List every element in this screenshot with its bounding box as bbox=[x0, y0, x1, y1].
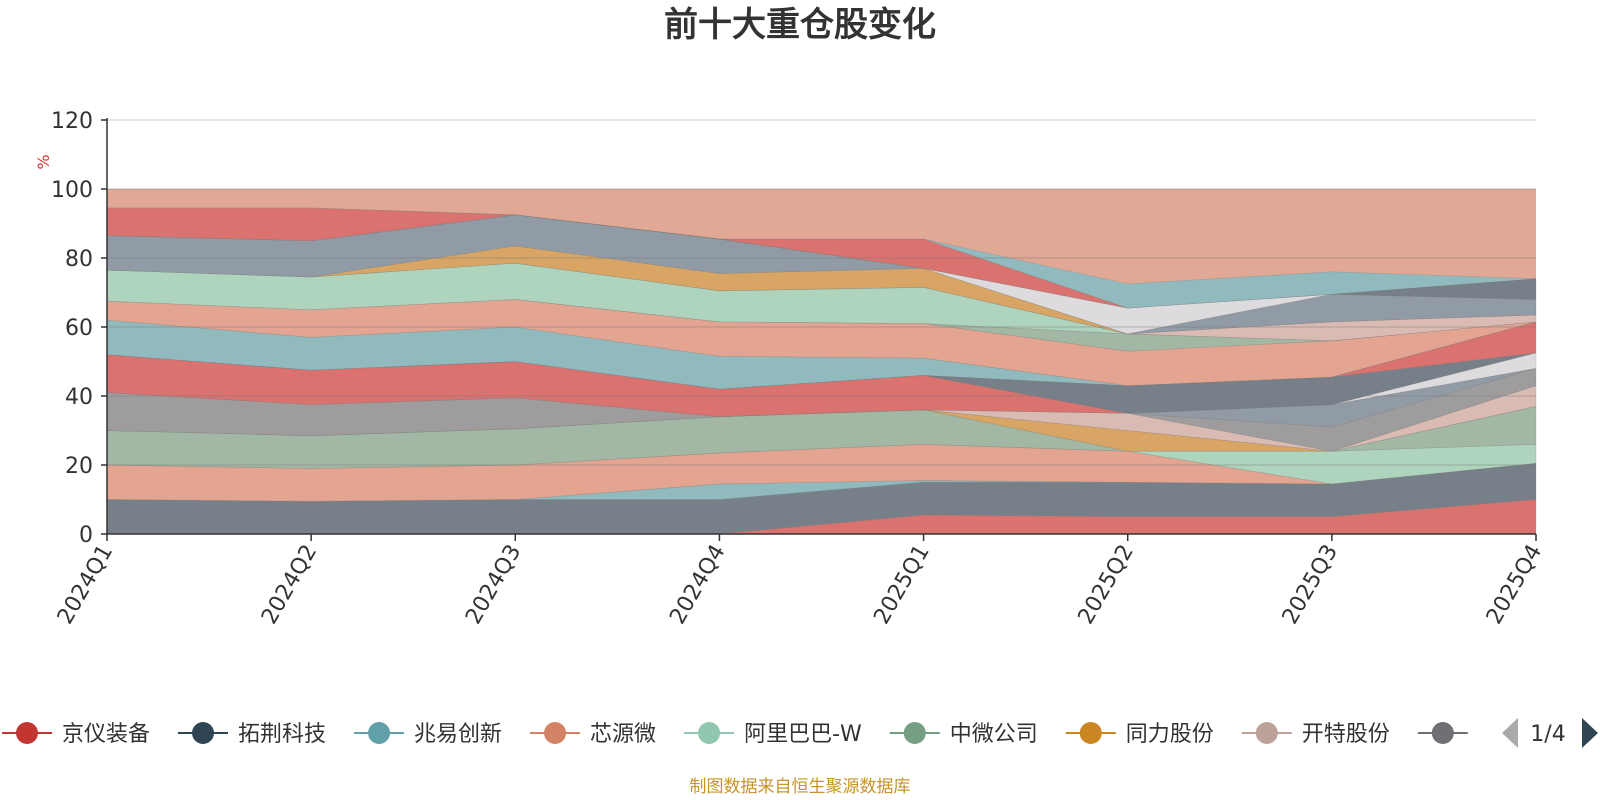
legend-item-3[interactable]: 芯源微 bbox=[530, 722, 656, 747]
area-band-5 bbox=[106, 405, 1537, 469]
legend-marker bbox=[544, 722, 567, 744]
area-band-4 bbox=[106, 443, 1537, 485]
area-band-22 bbox=[106, 214, 1537, 309]
legend-item-6[interactable]: 同力股份 bbox=[1065, 722, 1214, 747]
legend-item-1[interactable]: 拓荆科技 bbox=[178, 722, 326, 747]
y-tick-label: 120 bbox=[51, 109, 93, 134]
legend-label: 兆易创新 bbox=[414, 722, 502, 747]
legend: 京仪装备 拓荆科技 兆易创新 芯源微 阿里巴巴-W 中微公司 同力股份 开特股份 bbox=[2, 722, 1468, 747]
area-band-20 bbox=[106, 214, 1537, 335]
pager-next-icon[interactable] bbox=[1582, 718, 1598, 748]
chart-title: 前十大重仓股变化 bbox=[664, 5, 936, 45]
grid-layer bbox=[107, 119, 1536, 466]
legend-label: 同力股份 bbox=[1126, 722, 1214, 747]
legend-marker bbox=[1431, 722, 1454, 744]
legend-pager: 1/4 bbox=[1502, 718, 1598, 748]
legend-marker bbox=[698, 722, 721, 744]
legend-item-7[interactable]: 开特股份 bbox=[1241, 722, 1390, 747]
legend-marker bbox=[903, 722, 926, 744]
legend-item-2[interactable]: 兆易创新 bbox=[354, 722, 502, 747]
legend-item-0[interactable]: 京仪装备 bbox=[2, 722, 150, 747]
x-tick-label: 2024Q4 bbox=[665, 541, 730, 629]
x-tick-label: 2025Q4 bbox=[1482, 541, 1547, 629]
legend-label: 京仪装备 bbox=[62, 722, 150, 747]
legend-marker bbox=[16, 722, 38, 744]
legend-marker bbox=[368, 722, 391, 744]
legend-label: 拓荆科技 bbox=[238, 722, 326, 747]
legend-label: 开特股份 bbox=[1302, 722, 1390, 747]
legend-item-5[interactable]: 中微公司 bbox=[889, 722, 1038, 747]
data-source-note: 制图数据来自恒生聚源数据库 bbox=[690, 777, 911, 797]
legend-marker bbox=[1079, 722, 1102, 744]
y-tick-label: 20 bbox=[65, 454, 93, 479]
area-band-24 bbox=[107, 207, 1537, 309]
x-tick-label: 2024Q1 bbox=[53, 541, 118, 629]
pager-prev-icon[interactable] bbox=[1502, 718, 1518, 748]
legend-item-8[interactable] bbox=[1417, 722, 1468, 744]
legend-marker bbox=[192, 722, 215, 744]
y-axis-unit: % bbox=[34, 154, 53, 169]
x-tick-label: 2024Q2 bbox=[257, 541, 322, 629]
x-tick-label: 2024Q3 bbox=[461, 541, 526, 629]
y-tick-label: 80 bbox=[65, 247, 93, 272]
area-layer bbox=[106, 207, 1537, 535]
y-tick-label: 40 bbox=[65, 385, 93, 410]
legend-marker bbox=[1255, 722, 1278, 744]
pager-page-label: 1/4 bbox=[1530, 722, 1565, 747]
area-band-23 bbox=[106, 207, 1537, 309]
y-tick-label: 60 bbox=[65, 316, 93, 341]
legend-item-4[interactable]: 阿里巴巴-W bbox=[684, 722, 862, 747]
legend-label: 芯源微 bbox=[590, 722, 656, 747]
y-tick-label: 100 bbox=[51, 178, 93, 203]
x-tick-label: 2025Q3 bbox=[1278, 541, 1343, 629]
legend-label: 中微公司 bbox=[950, 722, 1038, 747]
legend-label: 阿里巴巴-W bbox=[744, 722, 862, 747]
x-tick-label: 2025Q1 bbox=[869, 541, 934, 629]
x-tick-label: 2025Q2 bbox=[1074, 541, 1139, 629]
y-tick-label: 0 bbox=[79, 523, 93, 548]
